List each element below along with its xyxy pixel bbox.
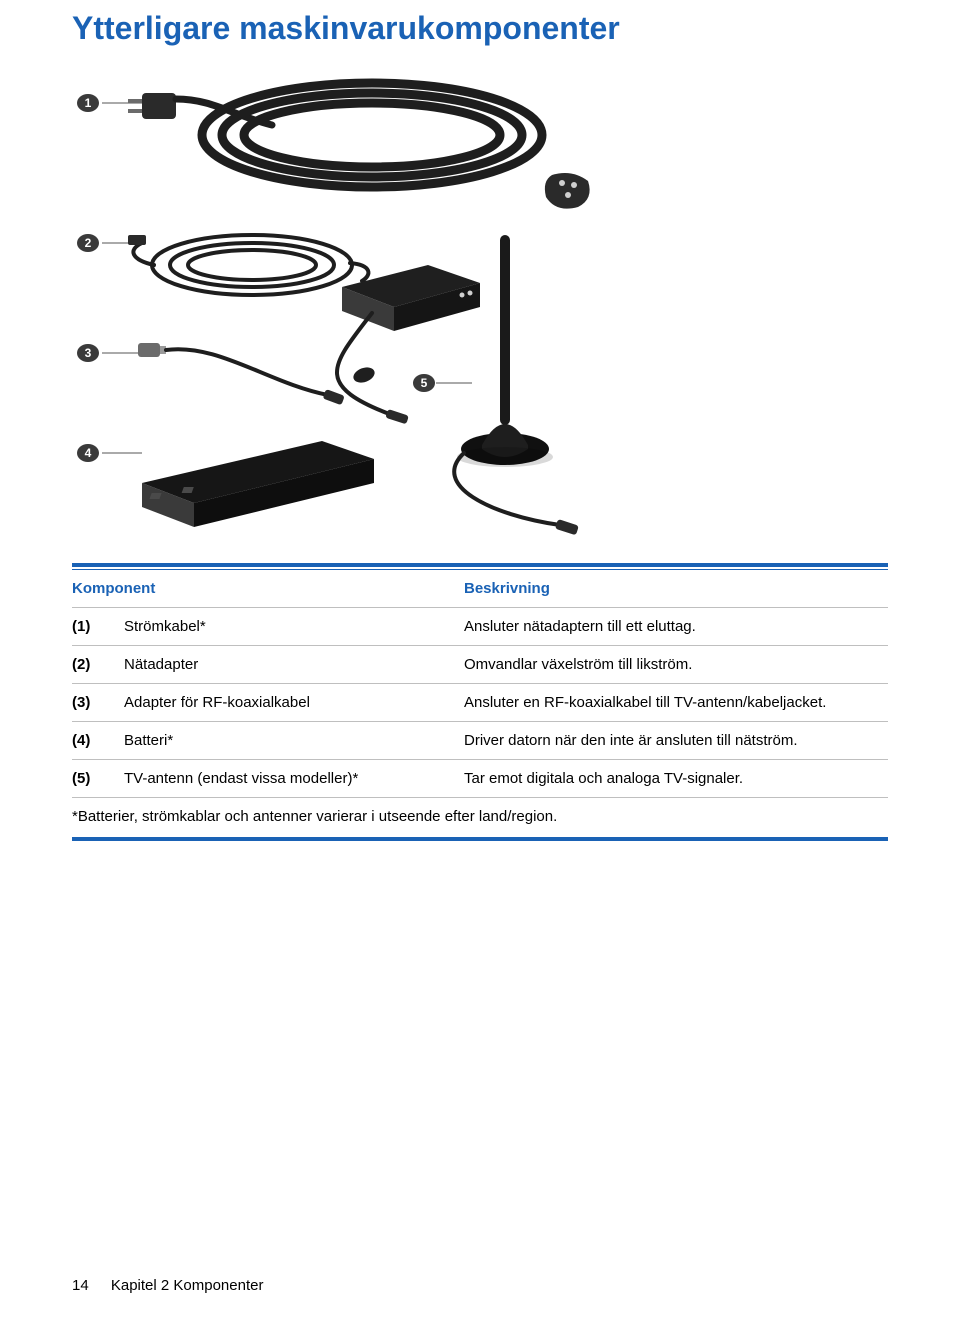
illus-ac-adapter [128,235,480,424]
row-component: Strömkabel* [124,608,464,646]
components-illustration: 1 2 3 4 5 [72,65,672,545]
table-row: (5) TV-antenn (endast vissa modeller)* T… [72,760,888,798]
page-number: 14 [72,1277,89,1294]
svg-text:3: 3 [85,346,92,360]
row-num: (2) [72,646,124,684]
table-row: (4) Batteri* Driver datorn när den inte … [72,722,888,760]
row-component: Batteri* [124,722,464,760]
row-num: (1) [72,608,124,646]
row-description: Ansluter nätadaptern till ett eluttag. [464,608,888,646]
callout-4: 4 [77,444,99,462]
row-component: Nätadapter [124,646,464,684]
svg-text:1: 1 [85,96,92,110]
row-description: Driver datorn när den inte är ansluten t… [464,722,888,760]
callout-3: 3 [77,344,99,362]
svg-text:4: 4 [85,446,92,460]
table-row: (3) Adapter för RF-koaxialkabel Ansluter… [72,684,888,722]
col-header-description: Beskrivning [464,570,888,608]
svg-text:5: 5 [421,376,428,390]
row-description: Ansluter en RF-koaxialkabel till TV-ante… [464,684,888,722]
col-header-component: Komponent [72,570,464,608]
illus-rf-adapter [138,343,345,405]
row-num: (3) [72,684,124,722]
svg-text:2: 2 [85,236,92,250]
illus-tv-antenna [454,235,579,535]
row-description: Omvandlar växelström till likström. [464,646,888,684]
table-note: *Batterier, strömkablar och antenner var… [72,798,888,838]
table-row: (1) Strömkabel* Ansluter nätadaptern til… [72,608,888,646]
table-row: (2) Nätadapter Omvandlar växelström till… [72,646,888,684]
page-footer: 14 Kapitel 2 Komponenter [72,1277,263,1294]
chapter-label: Kapitel 2 Komponenter [111,1277,264,1294]
illus-power-cord [128,83,590,209]
row-num: (4) [72,722,124,760]
row-num: (5) [72,760,124,798]
row-description: Tar emot digitala och analoga TV-signale… [464,760,888,798]
page-title: Ytterligare maskinvarukomponenter [72,10,888,47]
row-component: TV-antenn (endast vissa modeller)* [124,760,464,798]
components-table: Komponent Beskrivning (1) Strömkabel* An… [72,563,888,841]
row-component: Adapter för RF-koaxialkabel [124,684,464,722]
illus-battery [142,441,374,527]
callout-2: 2 [77,234,99,252]
callout-5: 5 [413,374,435,392]
callout-1: 1 [77,94,99,112]
